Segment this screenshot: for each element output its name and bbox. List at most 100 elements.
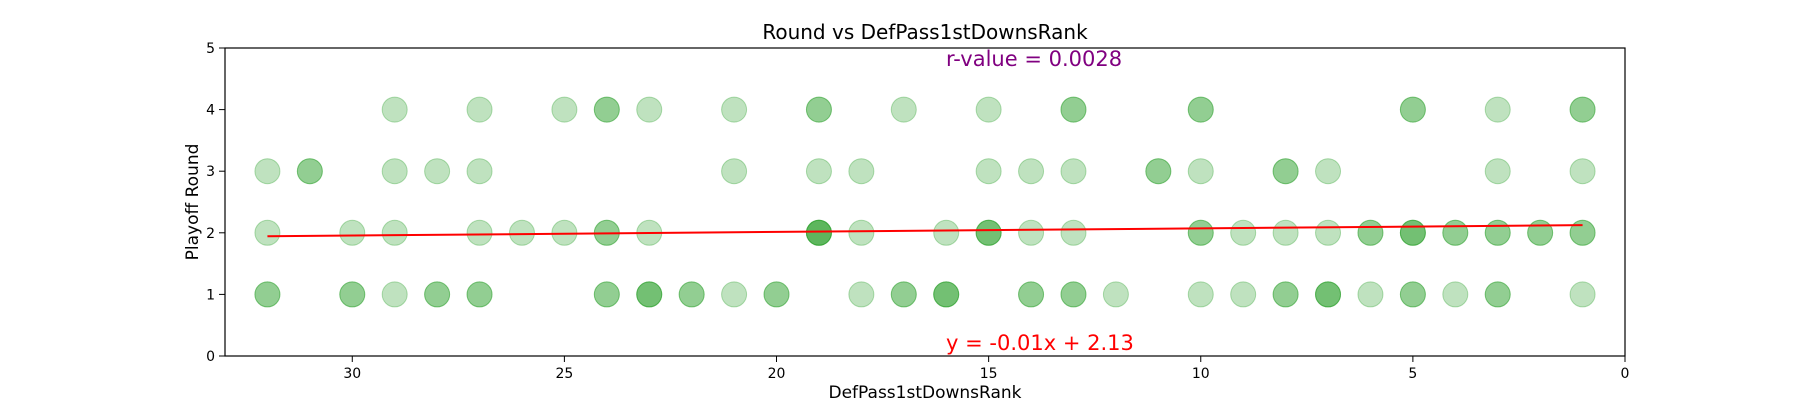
scatter-point bbox=[1018, 281, 1045, 308]
scatter-point bbox=[975, 96, 1002, 123]
scatter-point bbox=[466, 281, 493, 308]
scatter-point bbox=[593, 96, 620, 123]
scatter-point bbox=[381, 219, 408, 246]
x-tick-label: 25 bbox=[555, 366, 573, 382]
scatter-point bbox=[1442, 281, 1469, 308]
scatter-point bbox=[1484, 281, 1511, 308]
scatter-point bbox=[1145, 158, 1172, 185]
x-axis-label: DefPass1stDownsRank bbox=[829, 383, 1022, 400]
scatter-point bbox=[805, 158, 832, 185]
y-tick-label: 1 bbox=[206, 287, 215, 303]
scatter-point bbox=[1230, 281, 1257, 308]
scatter-point bbox=[1569, 96, 1596, 123]
x-tick-label: 15 bbox=[980, 366, 998, 382]
scatter-point bbox=[1187, 219, 1214, 246]
scatter-point bbox=[1272, 219, 1299, 246]
scatter-point bbox=[254, 219, 281, 246]
y-axis-ticks: 0 1 2 3 4 5 bbox=[206, 41, 225, 365]
scatter-point bbox=[1484, 158, 1511, 185]
scatter-point bbox=[466, 281, 493, 308]
y-tick-label: 4 bbox=[206, 103, 215, 119]
scatter-point bbox=[636, 96, 663, 123]
scatter-point bbox=[721, 96, 748, 123]
scatter-point bbox=[424, 281, 451, 308]
scatter-point bbox=[466, 158, 493, 185]
scatter-point bbox=[1230, 219, 1257, 246]
scatter-point bbox=[805, 96, 832, 123]
scatter-point bbox=[1484, 219, 1511, 246]
scatter-point bbox=[381, 96, 408, 123]
scatter-point bbox=[1484, 281, 1511, 308]
scatter-point bbox=[1315, 281, 1342, 308]
regression-line bbox=[267, 224, 1583, 238]
scatter-point bbox=[1399, 96, 1426, 123]
y-tick-label: 3 bbox=[206, 164, 215, 180]
scatter-point bbox=[339, 281, 366, 308]
scatter-point bbox=[1060, 219, 1087, 246]
scatter-point bbox=[805, 219, 832, 246]
scatter-point bbox=[933, 281, 960, 308]
scatter-point bbox=[1315, 158, 1342, 185]
scatter-point bbox=[805, 96, 832, 123]
scatter-point bbox=[636, 281, 663, 308]
scatter-point bbox=[1484, 96, 1511, 123]
scatter-point bbox=[805, 219, 832, 246]
scatter-point bbox=[1060, 158, 1087, 185]
x-axis-ticks: 30 25 20 15 10 5 0 bbox=[343, 356, 1629, 382]
scatter-point bbox=[424, 281, 451, 308]
scatter-point bbox=[975, 219, 1002, 246]
scatter-point bbox=[254, 158, 281, 185]
scatter-point bbox=[1272, 158, 1299, 185]
scatter-point bbox=[1060, 96, 1087, 123]
scatter-point bbox=[1569, 96, 1596, 123]
scatter-point bbox=[1527, 219, 1554, 246]
scatter-point bbox=[1060, 96, 1087, 123]
scatter-point bbox=[1357, 219, 1384, 246]
points-layer bbox=[254, 96, 1596, 308]
scatter-point bbox=[805, 219, 832, 246]
scatter-point bbox=[424, 158, 451, 185]
scatter-point bbox=[1187, 219, 1214, 246]
scatter-point bbox=[381, 281, 408, 308]
scatter-point bbox=[1442, 219, 1469, 246]
scatter-point bbox=[805, 219, 832, 246]
scatter-point bbox=[254, 281, 281, 308]
scatter-point bbox=[890, 281, 917, 308]
scatter-point bbox=[1187, 96, 1214, 123]
regression-layer bbox=[267, 224, 1583, 238]
scatter-point bbox=[933, 219, 960, 246]
scatter-point bbox=[1187, 158, 1214, 185]
scatter-point bbox=[508, 219, 535, 246]
x-tick-label: 30 bbox=[343, 366, 361, 382]
scatter-point bbox=[381, 158, 408, 185]
scatter-point bbox=[890, 281, 917, 308]
scatter-point bbox=[1399, 96, 1426, 123]
y-axis-label: Playoff Round bbox=[183, 144, 203, 261]
scatter-point bbox=[254, 281, 281, 308]
scatter-point bbox=[1018, 158, 1045, 185]
scatter-point bbox=[933, 281, 960, 308]
scatter-point bbox=[763, 281, 790, 308]
y-tick-label: 2 bbox=[206, 226, 215, 242]
scatter-point bbox=[848, 219, 875, 246]
scatter-point bbox=[721, 158, 748, 185]
scatter-point bbox=[636, 281, 663, 308]
scatter-point bbox=[1145, 158, 1172, 185]
scatter-point bbox=[1272, 281, 1299, 308]
scatter-point bbox=[339, 219, 366, 246]
scatter-point bbox=[1357, 281, 1384, 308]
scatter-point bbox=[1569, 219, 1596, 246]
scatter-point bbox=[1399, 281, 1426, 308]
scatter-point bbox=[678, 281, 705, 308]
scatter-point bbox=[1272, 158, 1299, 185]
x-tick-label: 0 bbox=[1621, 366, 1630, 382]
scatter-point bbox=[1569, 158, 1596, 185]
scatter-point bbox=[975, 158, 1002, 185]
scatter-point bbox=[466, 219, 493, 246]
scatter-point bbox=[593, 281, 620, 308]
scatter-point bbox=[1018, 219, 1045, 246]
scatter-point bbox=[466, 96, 493, 123]
y-tick-label: 0 bbox=[206, 349, 215, 365]
scatter-point bbox=[975, 219, 1002, 246]
